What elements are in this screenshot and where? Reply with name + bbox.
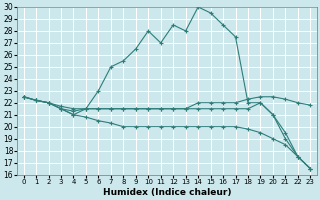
X-axis label: Humidex (Indice chaleur): Humidex (Indice chaleur) <box>103 188 231 197</box>
